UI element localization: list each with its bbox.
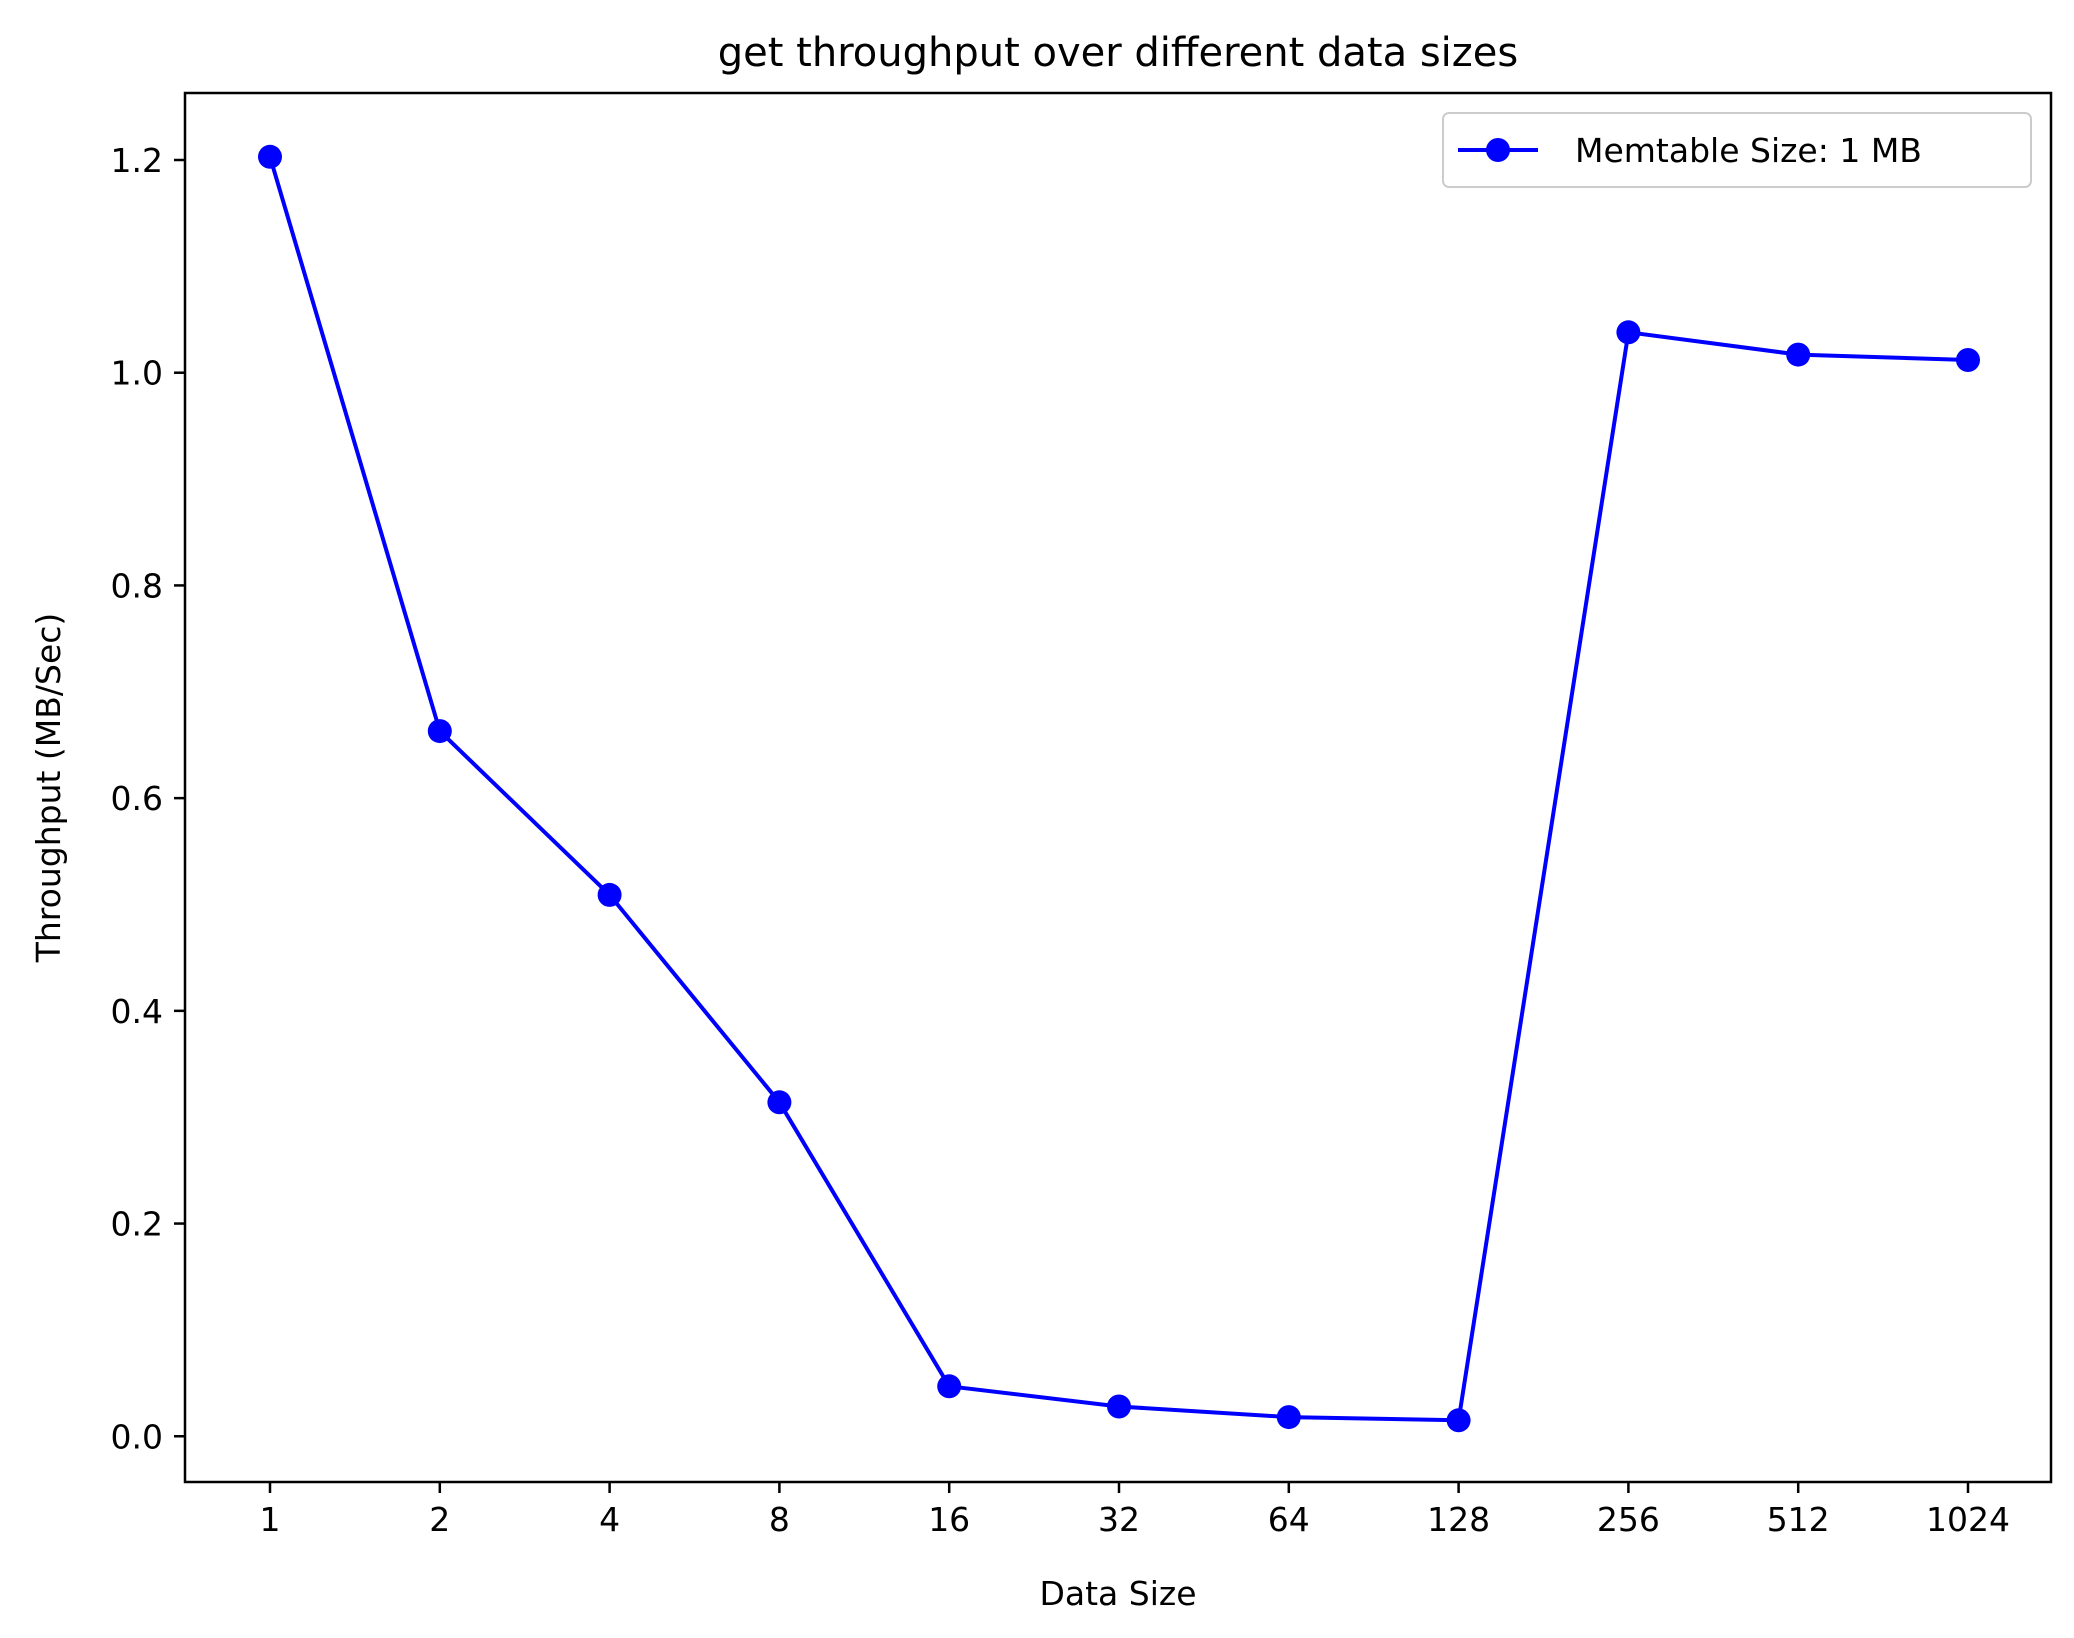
data-point-marker: [1956, 348, 1980, 372]
chart-title: get throughput over different data sizes: [718, 30, 1518, 76]
data-point-marker: [427, 719, 452, 744]
x-axis: 1 2 4 8 16 32 64 128 256 512 1024: [260, 1482, 2010, 1539]
data-point-marker: [937, 1374, 962, 1399]
legend: Memtable Size: 1 MB: [1442, 112, 2032, 188]
x-tick-label: 32: [1098, 1500, 1140, 1539]
x-tick-label: 1024: [1926, 1500, 2010, 1539]
x-tick-label: 2: [429, 1500, 450, 1539]
data-point-marker: [1107, 1394, 1131, 1419]
x-tick-label: 16: [928, 1500, 970, 1539]
y-tick-label: 0.0: [111, 1417, 163, 1456]
y-tick-label: 0.4: [111, 992, 163, 1031]
legend-label: Memtable Size: 1 MB: [1575, 131, 1922, 170]
x-tick-label: 512: [1767, 1500, 1830, 1539]
y-axis-label: Throughput (MB/Sec): [29, 613, 68, 964]
y-tick-label: 1.2: [111, 141, 163, 180]
data-point-marker: [1446, 1408, 1471, 1433]
x-axis-label: Data Size: [1039, 1574, 1196, 1613]
data-point-marker: [1616, 320, 1641, 345]
x-tick-label: 8: [769, 1500, 790, 1539]
x-tick-label: 64: [1268, 1500, 1310, 1539]
x-tick-label: 1: [260, 1500, 281, 1539]
data-point-marker: [258, 144, 282, 169]
data-point-marker: [597, 882, 622, 907]
x-tick-label: 128: [1427, 1500, 1490, 1539]
data-point-marker: [1276, 1405, 1301, 1430]
series-layer: [258, 144, 1980, 1433]
legend-marker-swatch: [1486, 138, 1510, 162]
data-point-marker: [767, 1090, 792, 1115]
y-tick-label: 1.0: [111, 354, 163, 393]
y-tick-label: 0.6: [111, 779, 163, 818]
y-tick-label: 0.2: [111, 1205, 163, 1244]
y-tick-label: 0.8: [111, 566, 163, 605]
y-axis: 0.0 0.2 0.4 0.6 0.8 1.0 1.2: [111, 141, 185, 1456]
data-point-marker: [1786, 342, 1811, 367]
legend-frame: [1442, 112, 2032, 188]
x-tick-label: 256: [1597, 1500, 1660, 1539]
x-tick-label: 4: [599, 1500, 620, 1539]
